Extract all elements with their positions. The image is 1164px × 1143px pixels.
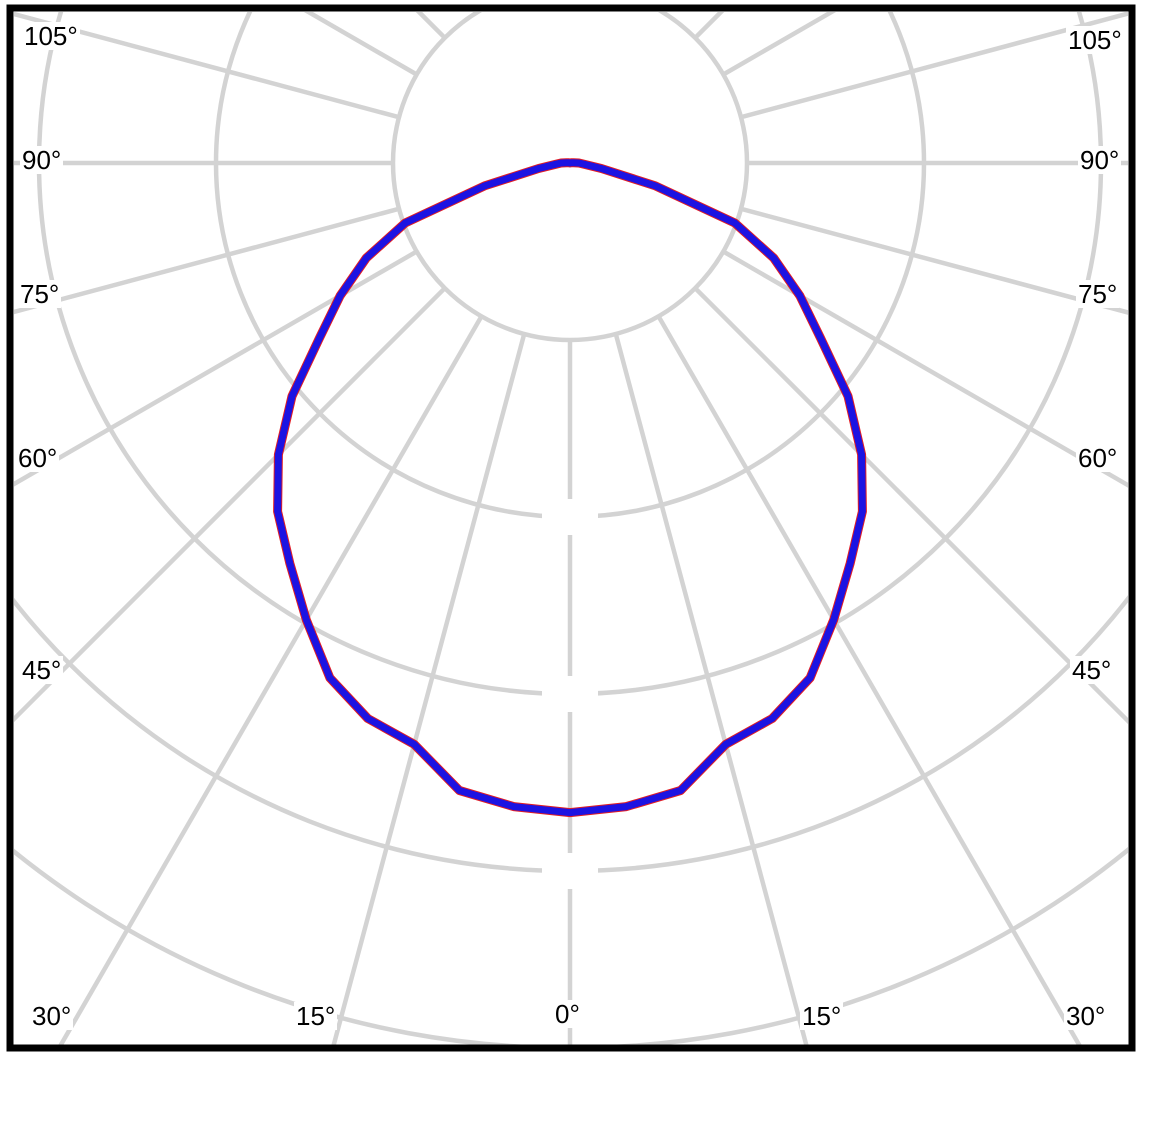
- polar-chart: [6, 4, 1136, 1052]
